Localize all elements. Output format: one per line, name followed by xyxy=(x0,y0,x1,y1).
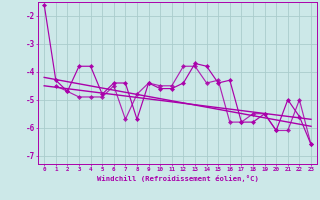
X-axis label: Windchill (Refroidissement éolien,°C): Windchill (Refroidissement éolien,°C) xyxy=(97,175,259,182)
